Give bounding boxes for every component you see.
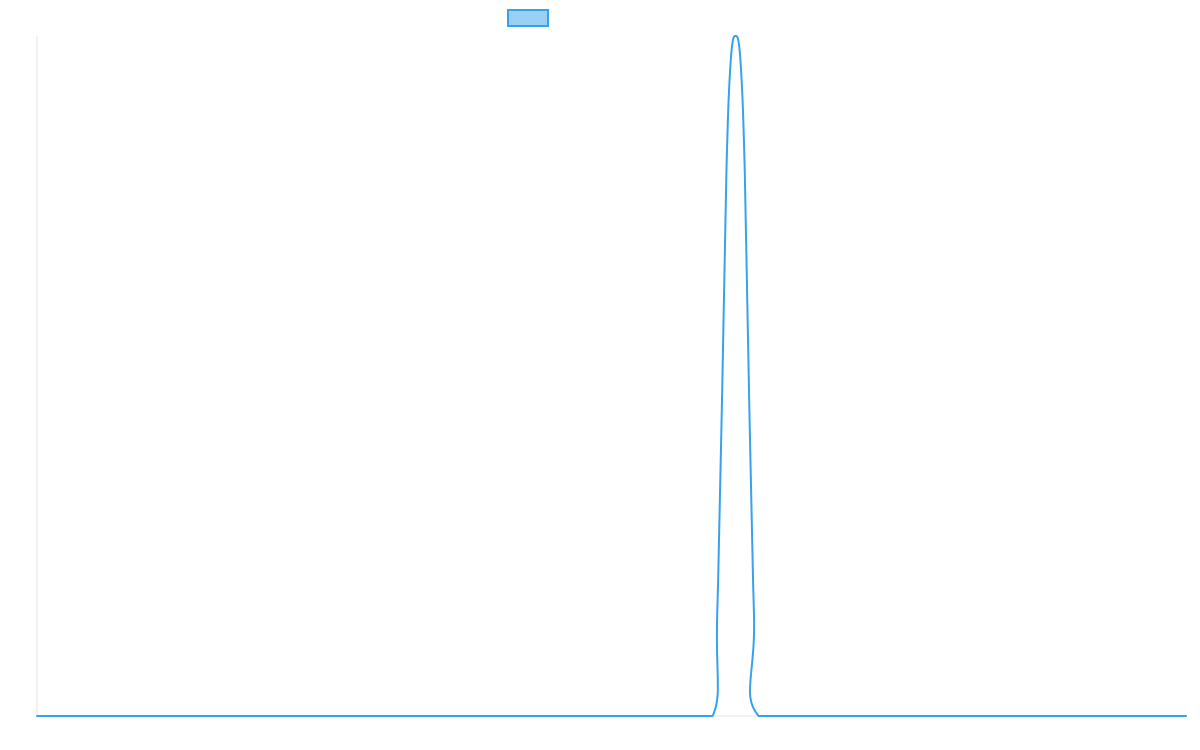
series-line-0 <box>36 35 1187 718</box>
series-layer <box>36 35 1187 718</box>
axes <box>36 36 1186 717</box>
legend[interactable] <box>507 9 549 27</box>
legend-swatch[interactable] <box>507 9 549 27</box>
